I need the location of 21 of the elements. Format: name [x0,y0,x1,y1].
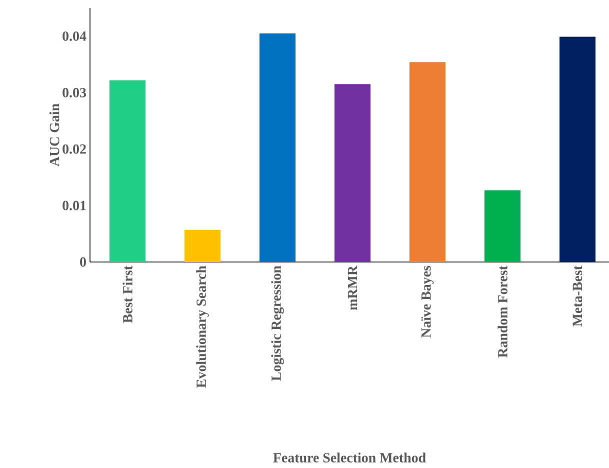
x-axis-title: Feature Selection Method [273,452,426,462]
bar [334,84,371,262]
bar [110,80,146,262]
y-tick-label: 0.03 [62,88,86,98]
y-tick-label: 0 [80,257,86,267]
bar [484,190,521,262]
bar [560,36,596,262]
y-axis-title: AUC Gain [49,104,60,166]
y-tick-label: 0.01 [62,200,86,210]
bar [260,33,296,262]
bar [184,230,221,262]
x-tick-label: Naïve Bayes [421,266,434,338]
x-tick-label: Evolutionary Search [196,266,209,388]
bar [410,62,446,262]
x-tick-label: Random Forest [498,266,508,358]
y-tick-label: 0.04 [62,31,86,41]
x-tick-label: Meta-Best [572,266,582,326]
x-tick-label: Best First [122,266,132,323]
y-tick-label: 0.02 [62,144,86,154]
x-tick-label: mRMR [348,265,358,310]
x-tick-label: Logistic Regression [271,266,284,381]
